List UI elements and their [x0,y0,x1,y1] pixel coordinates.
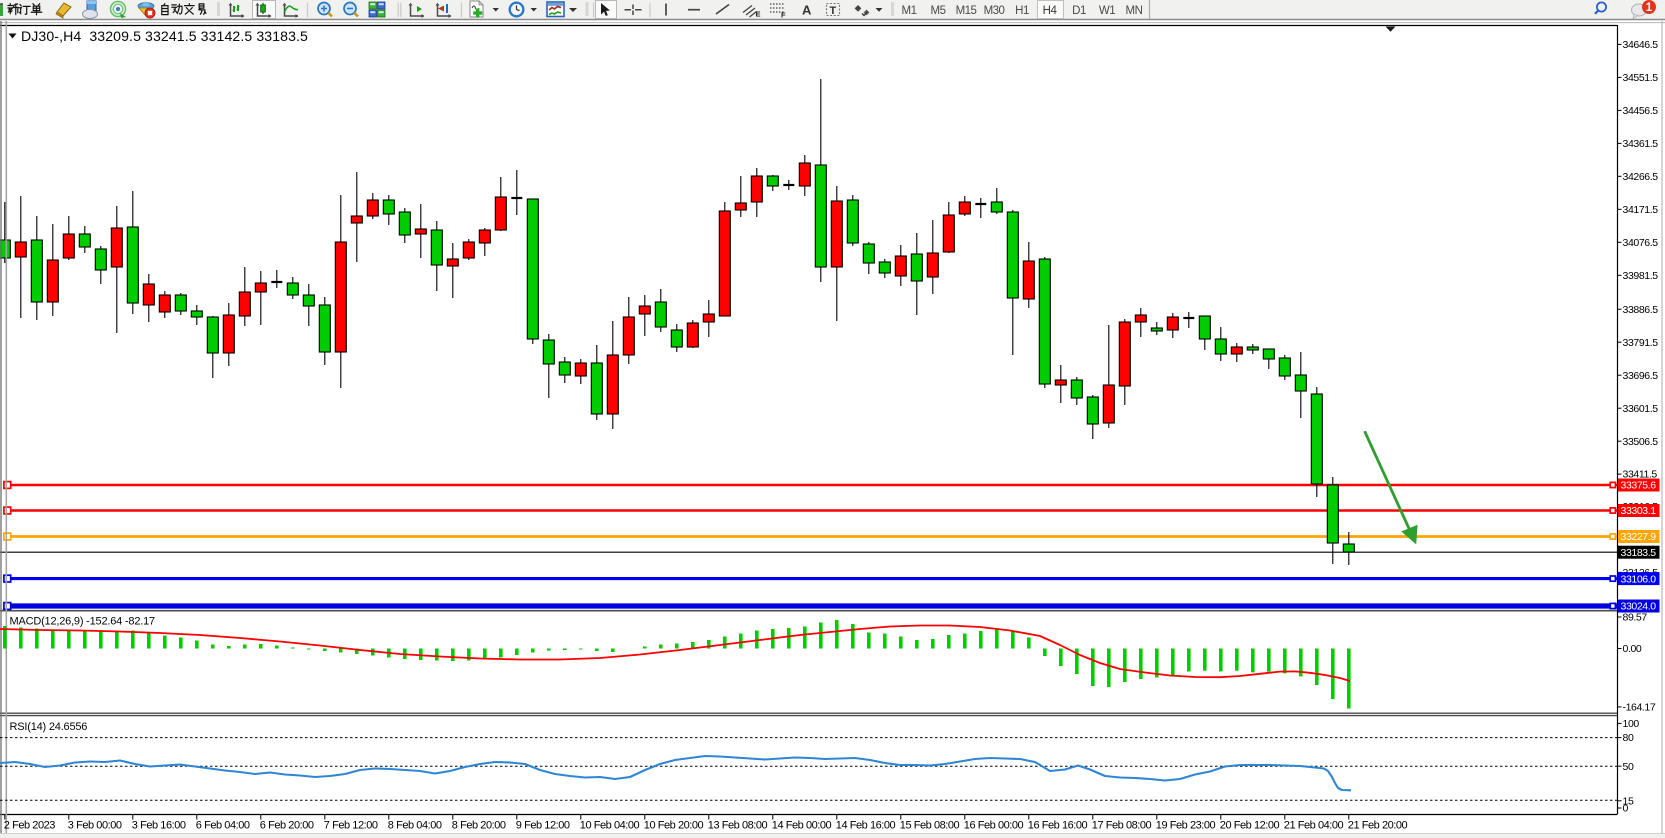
svg-text:A: A [802,3,812,18]
svg-text:2 Feb 2023: 2 Feb 2023 [4,819,55,831]
svg-text:M5: M5 [931,5,946,17]
svg-text:8 Feb 20:00: 8 Feb 20:00 [452,819,506,831]
svg-text:3 Feb 16:00: 3 Feb 16:00 [132,819,186,831]
svg-text:100: 100 [1623,718,1640,730]
svg-text:D1: D1 [1072,5,1086,17]
svg-text:8 Feb 04:00: 8 Feb 04:00 [388,819,442,831]
svg-text:34171.5: 34171.5 [1623,204,1659,216]
svg-text:6 Feb 04:00: 6 Feb 04:00 [196,819,250,831]
svg-text:DJ30-,H4 33209.5 33241.5 3314: DJ30-,H4 33209.5 33241.5 33142.5 33183.5 [21,28,308,44]
svg-text:M15: M15 [956,5,977,17]
svg-text:16 Feb 16:00: 16 Feb 16:00 [1028,819,1088,831]
svg-text:33227.9: 33227.9 [1621,531,1657,543]
svg-text:21 Feb 04:00: 21 Feb 04:00 [1284,819,1344,831]
svg-text:9 Feb 12:00: 9 Feb 12:00 [516,819,570,831]
svg-text:H1: H1 [1015,5,1029,17]
svg-text:89.57: 89.57 [1623,612,1648,624]
svg-text:MN: MN [1126,5,1143,17]
svg-text:34076.5: 34076.5 [1623,237,1659,249]
svg-text:80: 80 [1623,732,1634,744]
svg-text:10 Feb 20:00: 10 Feb 20:00 [644,819,704,831]
svg-text:RSI(14) 24.6556: RSI(14) 24.6556 [10,721,88,733]
svg-text:7 Feb 12:00: 7 Feb 12:00 [324,819,378,831]
svg-text:34646.5: 34646.5 [1623,39,1659,51]
svg-text:34551.5: 34551.5 [1623,72,1659,84]
svg-text:10 Feb 04:00: 10 Feb 04:00 [580,819,640,831]
svg-text:T: T [830,5,837,17]
svg-text:W1: W1 [1099,5,1115,17]
svg-text:34456.5: 34456.5 [1623,105,1659,117]
svg-text:33601.5: 33601.5 [1623,403,1659,415]
svg-text:MACD(12,26,9) -152.64 -82.17: MACD(12,26,9) -152.64 -82.17 [10,615,156,627]
svg-text:33375.6: 33375.6 [1621,480,1657,492]
svg-text:19 Feb 23:00: 19 Feb 23:00 [1156,819,1216,831]
svg-text:34361.5: 34361.5 [1623,138,1659,150]
svg-text:14 Feb 00:00: 14 Feb 00:00 [772,819,832,831]
svg-text:6 Feb 20:00: 6 Feb 20:00 [260,819,314,831]
svg-text:33411.5: 33411.5 [1623,469,1658,481]
svg-text:M30: M30 [984,5,1005,17]
svg-text:50: 50 [1623,761,1634,773]
svg-text:33106.0: 33106.0 [1621,573,1657,585]
svg-text:E: E [756,10,761,19]
svg-text:16 Feb 00:00: 16 Feb 00:00 [964,819,1024,831]
svg-text:0: 0 [1623,803,1629,815]
svg-text:17 Feb 08:00: 17 Feb 08:00 [1092,819,1152,831]
svg-text:33791.5: 33791.5 [1623,337,1659,349]
svg-text:33981.5: 33981.5 [1623,270,1659,282]
svg-text:-164.17: -164.17 [1623,702,1656,714]
svg-text:33886.5: 33886.5 [1623,304,1659,316]
svg-text:34266.5: 34266.5 [1623,171,1659,183]
svg-text:20 Feb 12:00: 20 Feb 12:00 [1220,819,1280,831]
svg-text:15: 15 [1623,795,1634,807]
svg-text:21 Feb 20:00: 21 Feb 20:00 [1348,819,1408,831]
svg-text:33024.0: 33024.0 [1621,601,1657,613]
svg-text:1: 1 [1646,2,1653,14]
svg-text:H4: H4 [1043,5,1058,17]
svg-text:13 Feb 08:00: 13 Feb 08:00 [708,819,768,831]
svg-text:F: F [781,11,786,20]
svg-text:33696.5: 33696.5 [1623,370,1659,382]
svg-text:33303.1: 33303.1 [1621,505,1657,517]
svg-text:14 Feb 16:00: 14 Feb 16:00 [836,819,896,831]
svg-text:0.00: 0.00 [1623,643,1642,655]
svg-text:3 Feb 00:00: 3 Feb 00:00 [68,819,122,831]
svg-text:33183.5: 33183.5 [1621,547,1657,559]
svg-text:15 Feb 08:00: 15 Feb 08:00 [900,819,960,831]
svg-text:M1: M1 [902,5,917,17]
svg-text:33506.5: 33506.5 [1623,436,1659,448]
